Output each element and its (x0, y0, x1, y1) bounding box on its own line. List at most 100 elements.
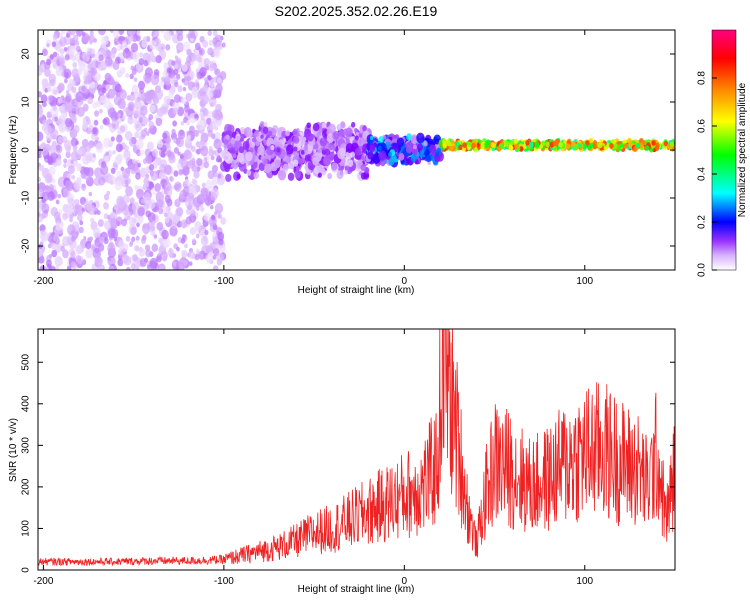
spectrogram-cell (171, 185, 175, 190)
spectrogram-cell (360, 172, 367, 180)
spectrogram-cell (196, 119, 205, 131)
spectrogram-cell (47, 86, 52, 93)
spectrogram-cell (163, 30, 172, 42)
spectrogram-cell (598, 142, 603, 149)
snr-panel: -200 -100 0 100 0 100 200 300 400 500 Height of … (8, 328, 676, 595)
colorbar: 0.0 0.2 0.4 0.6 0.8 Normalized spectral ampl… (697, 29, 748, 277)
spectrogram-cell (44, 78, 48, 83)
spectrogram-cell (144, 230, 149, 236)
spectrogram-cell (51, 249, 58, 258)
spectrogram-cell (462, 142, 467, 149)
spectrogram-cell (129, 197, 135, 204)
spectrogram-cell (77, 68, 83, 75)
spectrogram-cell (142, 234, 147, 241)
spectrogram-cell (141, 223, 151, 234)
spectrogram-cell (203, 57, 210, 67)
spectrogram-cell (467, 141, 472, 148)
spectrogram-cell (124, 145, 130, 152)
spectrogram-cell (146, 264, 151, 270)
spectrogram-cell (490, 142, 496, 148)
spectrogram-cell (95, 242, 99, 247)
spectrogram-cell (63, 139, 72, 151)
spectrogram-cell (208, 148, 214, 157)
spectrogram-cell (136, 214, 144, 224)
spectrogram-cell (331, 162, 338, 171)
spectrogram-cell (145, 173, 150, 179)
spectrogram-cell (70, 251, 76, 259)
spectrogram-cell (38, 248, 43, 258)
spectrogram-cell (201, 182, 206, 188)
spectrogram-cell (343, 170, 348, 175)
spectrogram-cell (245, 151, 253, 162)
spectrogram-cell (90, 48, 96, 55)
spectrogram-cell (190, 37, 194, 43)
spectrogram-cell (176, 198, 180, 203)
spectrogram-cell (186, 75, 192, 82)
spectrogram-cell (58, 57, 66, 66)
spectrogram-cell (75, 30, 84, 37)
spectrogram-cell (86, 47, 91, 52)
spectrogram-cell (105, 92, 110, 98)
x-tick-label: -200 (33, 576, 53, 587)
spectrogram-cell (212, 89, 220, 98)
spectrogram-cell (42, 119, 47, 126)
spectrogram-cell (134, 100, 142, 110)
spectrogram-cell (194, 49, 199, 56)
spectrogram-cell (69, 30, 76, 36)
spectrogram-cell (166, 67, 172, 74)
spectrogram-cell (68, 45, 76, 55)
colorbar-label: Normalized spectral amplitude (737, 82, 748, 217)
spectrogram-cell (177, 258, 187, 270)
spectrogram-cell (82, 154, 91, 165)
spectrogram-cell (609, 143, 614, 149)
spectrogram-cell (225, 134, 230, 140)
spectrogram-cell (73, 203, 82, 214)
spectrogram-cell (545, 141, 550, 148)
spectrogram-cell (98, 236, 105, 244)
spectrogram-cell (217, 213, 222, 219)
spectrogram-cell (159, 107, 165, 114)
spectrogram-cell (176, 162, 182, 169)
spectrogram-cell (292, 128, 298, 135)
snr-series-line (38, 329, 675, 567)
spectrogram-cell (158, 170, 167, 181)
spectrogram-cell (208, 97, 217, 108)
spectrogram-cell (124, 47, 130, 54)
spectrogram-cell (55, 144, 63, 154)
spectrogram-cell (306, 132, 314, 142)
spectrogram-cell (176, 32, 184, 42)
spectrogram-cell (117, 113, 121, 118)
spectrogram-cell (184, 243, 188, 249)
spectrogram-cell (172, 261, 177, 266)
spectrogram-cell (90, 133, 96, 140)
spectrogram-cell (85, 116, 90, 122)
spectrogram-cell (246, 169, 252, 176)
spectrogram-cell (200, 145, 209, 157)
spectrogram-cell (172, 138, 177, 143)
spectrogram-cell (378, 150, 387, 161)
spectrogram-cell (216, 252, 224, 263)
spectrogram-cell (207, 75, 212, 81)
y-tick-label: 20 (21, 48, 32, 60)
spectrogram-cell (148, 127, 153, 134)
spectrogram-cell (52, 62, 58, 69)
spectrogram-cell (154, 37, 161, 46)
spectrogram-cell (246, 129, 253, 138)
y-tick-label: 200 (21, 478, 32, 495)
spectrogram-cell (127, 30, 136, 37)
spectrogram-cell (287, 172, 295, 181)
spectrogram-cell (123, 150, 131, 159)
spectrogram-cell (131, 236, 136, 242)
snr-x-ticks: -200 -100 0 100 (33, 329, 594, 587)
spectrogram-cell (135, 172, 141, 180)
spectrogram-cell (187, 134, 191, 140)
spectrogram-cell (57, 193, 62, 199)
spectrogram-cell (202, 84, 209, 93)
spectrogram-y-ticks: -20 -10 0 10 20 (21, 48, 675, 253)
spectrogram-cell (70, 112, 76, 121)
spectrogram-cell (190, 145, 196, 153)
spectrogram-cell (165, 44, 171, 51)
spectrogram-cell (195, 206, 200, 211)
spectrogram-cell (295, 165, 300, 171)
spectrogram-cell (55, 43, 62, 52)
